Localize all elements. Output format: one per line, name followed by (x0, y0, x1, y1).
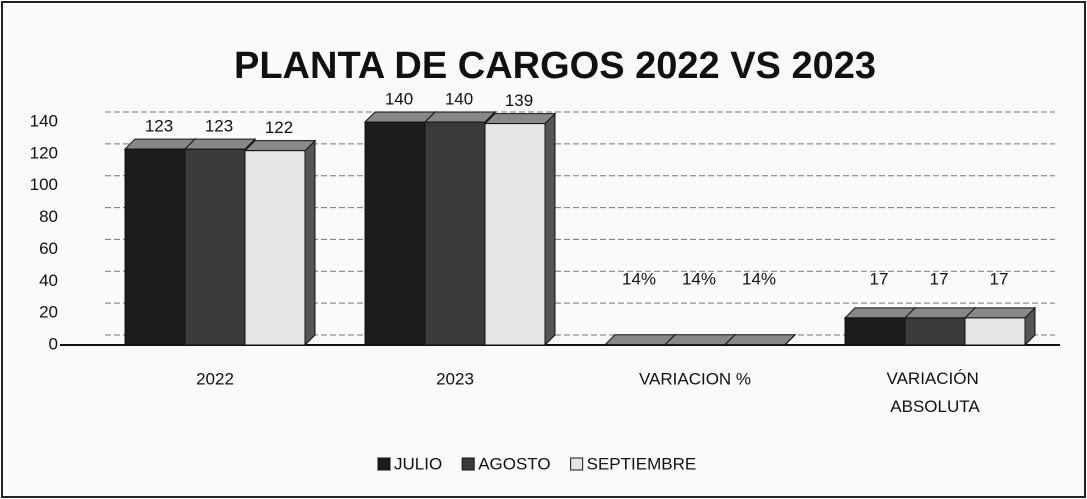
bar (244, 150, 306, 346)
y-tick-label: 80 (39, 207, 58, 226)
bar-top (483, 113, 557, 125)
data-label: 122 (265, 118, 293, 137)
bar-top (603, 334, 677, 346)
bar-top (663, 334, 737, 346)
bar (904, 317, 966, 346)
bar (844, 317, 906, 346)
legend-label: AGOSTO (478, 454, 550, 473)
bar (364, 121, 426, 346)
bar-side (304, 139, 316, 347)
bar-top (123, 138, 197, 150)
y-tick-label: 120 (30, 143, 58, 162)
data-label: 17 (930, 269, 949, 288)
legend-swatch (570, 457, 584, 471)
legend-swatch (461, 457, 475, 471)
bar (424, 121, 486, 346)
data-label: 14% (682, 269, 716, 288)
bar (724, 344, 786, 346)
y-tick-label: 140 (30, 111, 58, 130)
y-tick-label: 60 (39, 239, 58, 258)
legend-label: JULIO (394, 454, 442, 473)
bar-top (243, 140, 317, 152)
bar-side (544, 112, 556, 347)
data-label: 139 (505, 91, 533, 110)
bar-top (423, 111, 497, 123)
bar (964, 317, 1026, 346)
bar-top (183, 138, 257, 150)
y-tick-label: 20 (39, 303, 58, 322)
bar-top (843, 307, 917, 319)
bar-top (363, 111, 437, 123)
x-tick-label: 2023 (436, 369, 474, 388)
data-label: 123 (145, 117, 173, 136)
bar (664, 344, 726, 346)
data-label: 140 (385, 89, 413, 108)
x-tick-label: 2022 (196, 369, 234, 388)
legend-swatch (377, 457, 391, 471)
data-label: 140 (445, 89, 473, 108)
chart-title: PLANTA DE CARGOS 2022 VS 2023 (234, 45, 876, 87)
x-tick-label: VARIACIÓN ABSOLUTA (887, 369, 984, 416)
bar-top (723, 334, 797, 346)
data-label: 17 (870, 269, 889, 288)
bar (604, 344, 666, 346)
y-tick-label: 0 (49, 334, 58, 353)
data-label: 14% (742, 269, 776, 288)
data-label: 14% (622, 269, 656, 288)
legend-label: SEPTIEMBRE (587, 454, 697, 473)
bar-top (903, 307, 977, 319)
x-tick-label: VARIACION % (639, 369, 751, 388)
data-label: 17 (990, 269, 1009, 288)
bar (124, 148, 186, 346)
bar-top (963, 307, 1037, 319)
y-tick-label: 100 (30, 175, 58, 194)
bar (184, 148, 246, 346)
y-tick-label: 40 (39, 271, 58, 290)
data-label: 123 (205, 117, 233, 136)
bar (484, 123, 546, 346)
